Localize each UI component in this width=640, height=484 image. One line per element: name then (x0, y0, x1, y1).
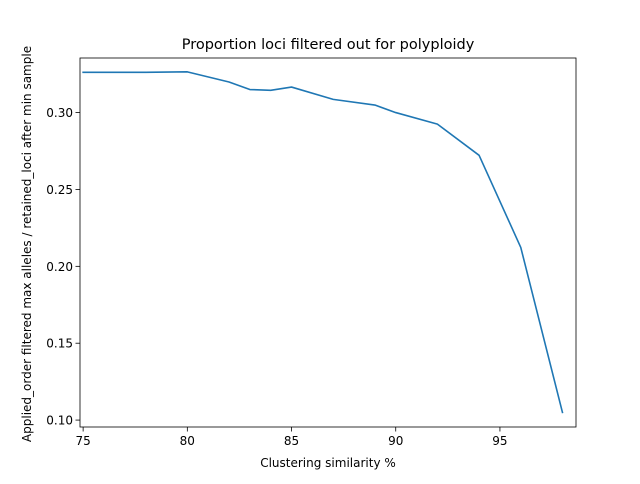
y-tick-label: 0.15 (46, 337, 73, 351)
x-axis-label: Clustering similarity % (260, 456, 396, 470)
x-tick-label: 75 (75, 434, 90, 448)
axes-frame (79, 57, 577, 428)
x-tick-label: 90 (388, 434, 403, 448)
x-tick-label: 85 (284, 434, 299, 448)
y-tick-label: 0.25 (46, 183, 73, 197)
plot-area: 75 80 85 90 95 0.10 0.15 0.20 0.25 0.30 (46, 57, 577, 448)
x-tick-label: 80 (180, 434, 195, 448)
chart-title: Proportion loci filtered out for polyplo… (182, 37, 475, 53)
x-tick-label: 95 (492, 434, 507, 448)
y-tick-label: 0.30 (46, 106, 73, 120)
y-tick-label: 0.20 (46, 260, 73, 274)
y-axis-label: Applied_order filtered max alleles / ret… (20, 46, 34, 442)
series-line (82, 71, 564, 414)
y-tick-label: 0.10 (46, 414, 73, 428)
